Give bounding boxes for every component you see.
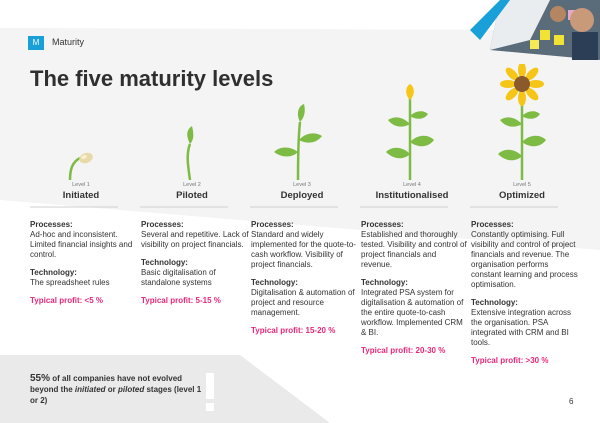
level-4-details: Processes: Established and thoroughly te… bbox=[361, 220, 469, 356]
technology-text: Digitalisation & automation of project a… bbox=[251, 288, 359, 318]
page: M Maturity The five maturity levels bbox=[0, 0, 600, 423]
level-number: Level 5 bbox=[468, 182, 576, 188]
level-1-header: Level 1 Initiated bbox=[27, 182, 135, 201]
level-4-header: Level 4 Institutionalised bbox=[358, 182, 466, 201]
sprout-icon bbox=[176, 124, 206, 180]
technology-text: The spreadsheet rules bbox=[30, 278, 138, 288]
seed-icon bbox=[62, 150, 102, 182]
technology-text: Extensive integration across the organis… bbox=[471, 308, 579, 348]
processes-label: Processes: bbox=[141, 220, 249, 230]
typical-profit: Typical profit: <5 % bbox=[30, 296, 138, 306]
processes-label: Processes: bbox=[251, 220, 359, 230]
typical-profit: Typical profit: >30 % bbox=[471, 356, 579, 366]
technology-label: Technology: bbox=[141, 258, 249, 268]
typical-profit: Typical profit: 5-15 % bbox=[141, 296, 249, 306]
processes-label: Processes: bbox=[361, 220, 469, 230]
header-divider bbox=[0, 206, 600, 208]
page-title: The five maturity levels bbox=[30, 66, 273, 92]
stat-piloted: piloted bbox=[118, 385, 144, 394]
processes-label: Processes: bbox=[471, 220, 579, 230]
processes-text: Established and thoroughly tested. Visib… bbox=[361, 230, 469, 270]
level-5-details: Processes: Constantly optimising. Full v… bbox=[471, 220, 579, 366]
sunflower-icon bbox=[490, 64, 554, 180]
level-name: Piloted bbox=[138, 190, 246, 201]
level-5-header: Level 5 Optimized bbox=[468, 182, 576, 201]
processes-text: Several and repetitive. Lack of visibili… bbox=[141, 230, 249, 250]
level-name: Optimized bbox=[468, 190, 576, 201]
level-3-header: Level 3 Deployed bbox=[248, 182, 356, 201]
level-3-details: Processes: Standard and widely implement… bbox=[251, 220, 359, 336]
level-number: Level 3 bbox=[248, 182, 356, 188]
technology-label: Technology: bbox=[361, 278, 469, 288]
processes-text: Constantly optimising. Full visibility a… bbox=[471, 230, 579, 290]
technology-label: Technology: bbox=[30, 268, 138, 278]
level-2-details: Processes: Several and repetitive. Lack … bbox=[141, 220, 249, 306]
typical-profit: Typical profit: 15-20 % bbox=[251, 326, 359, 336]
level-name: Deployed bbox=[248, 190, 356, 201]
page-number: 6 bbox=[569, 397, 573, 406]
seedling-icon bbox=[268, 102, 330, 180]
level-2-header: Level 2 Piloted bbox=[138, 182, 246, 201]
technology-label: Technology: bbox=[251, 278, 359, 288]
processes-text: Ad-hoc and inconsistent. Limited financi… bbox=[30, 230, 138, 260]
level-name: Institutionalised bbox=[358, 190, 466, 201]
stat-text: or bbox=[106, 385, 118, 394]
stat-percent: 55% bbox=[30, 373, 50, 384]
level-number: Level 4 bbox=[358, 182, 466, 188]
office-photo bbox=[470, 0, 600, 60]
level-number: Level 2 bbox=[138, 182, 246, 188]
processes-text: Standard and widely implemented for the … bbox=[251, 230, 359, 270]
level-name: Initiated bbox=[27, 190, 135, 201]
technology-text: Integrated PSA system for digitalisation… bbox=[361, 288, 469, 338]
stat-callout: 55% of all companies have not evolved be… bbox=[30, 373, 210, 406]
technology-label: Technology: bbox=[471, 298, 579, 308]
budding-plant-icon bbox=[380, 84, 440, 180]
section-label: Maturity bbox=[52, 37, 84, 47]
stat-initiated: initiated bbox=[75, 385, 106, 394]
level-1-details: Processes: Ad-hoc and inconsistent. Limi… bbox=[30, 220, 138, 306]
level-number: Level 1 bbox=[27, 182, 135, 188]
typical-profit: Typical profit: 20-30 % bbox=[361, 346, 469, 356]
section-badge: M bbox=[28, 36, 44, 50]
technology-text: Basic digitalisation of standalone syste… bbox=[141, 268, 249, 288]
processes-label: Processes: bbox=[30, 220, 138, 230]
